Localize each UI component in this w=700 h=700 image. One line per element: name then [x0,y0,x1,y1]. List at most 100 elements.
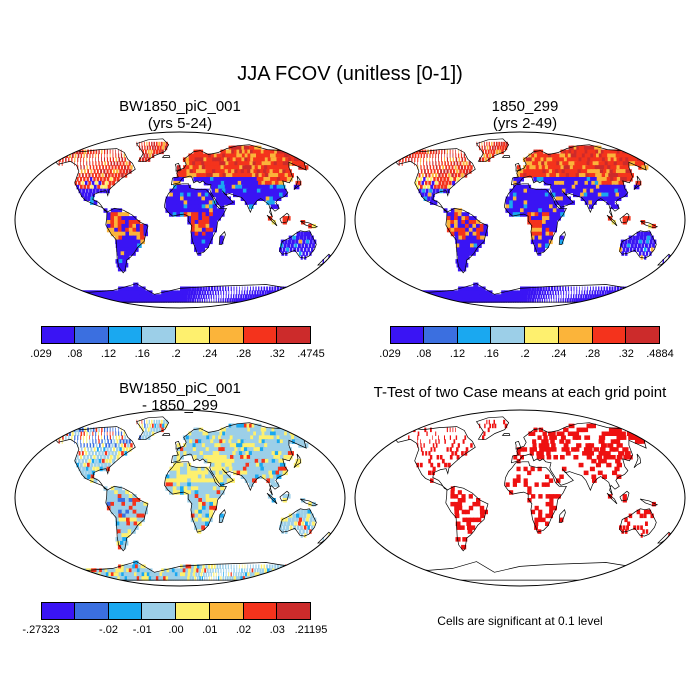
colorbar-swatch [176,602,210,620]
coastline-britain [514,440,522,450]
panel-title-top-right: 1850_299 (yrs 2-49) [400,98,650,132]
coastline-iceland [501,155,511,158]
colorbar-tick-label: .24 [202,348,218,360]
coastlines [54,138,333,303]
coastline-greenland [475,416,510,440]
map-panel-bottom-right [354,409,686,587]
coastline-greenland [135,138,170,162]
colorbar-tick-label: .32 [269,348,285,360]
coastline-britain [174,162,182,172]
coastline-antarctica [395,561,643,581]
panel-title-bottom-right: T-Test of two Case means at each grid po… [373,384,667,401]
coastline-greenland [475,138,510,162]
coastline-samerica [445,485,489,552]
colorbar-frame [41,326,311,344]
colorbar-swatch [592,326,627,344]
coastline-japan [293,175,302,190]
coastline-britain [514,162,522,172]
colorbar-tick-label: .21195 [294,624,328,636]
colorbar-swatch [108,602,143,620]
coastline-samerica [105,207,149,274]
map-border [14,409,346,587]
colorbar-tick-label: .4745 [297,348,325,360]
coastline-australia [619,508,657,537]
coastline-australia [279,230,317,259]
coastline-africa [504,461,567,533]
colorbar-tick-label: .03 [269,624,285,636]
colorbar-tick-label: .28 [235,348,252,360]
coastline-sumatra [266,214,278,227]
colorbar-swatch [390,326,424,344]
coastline-eurasia [510,422,653,496]
map-panel-top-right [354,131,686,309]
colorbar-swatch [491,326,525,344]
colorbar-tick-label: .16 [134,348,150,360]
colorbar-swatch [74,602,109,620]
map-panel-bottom-left [14,409,346,587]
coastline-madagascar [218,509,226,523]
coastline-borneo [279,212,290,224]
coastline-namerica [54,148,136,213]
colorbar-swatch [525,326,559,344]
coastline-japan [293,453,302,468]
coastline-madagascar [218,231,226,245]
colorbar-swatch [41,326,75,344]
panel-title-top-right-line1: 1850_299 [491,98,559,115]
panel-title-top-left-line1: BW1850_piC_001 [119,98,241,115]
coastline-borneo [619,212,630,224]
colorbar-swatch [457,326,492,344]
colorbar-swatch [209,602,244,620]
coastline-madagascar [558,231,566,245]
coastline-eurasia [170,422,313,496]
colorbar-swatch [423,326,458,344]
map-border [354,131,686,309]
coastline-borneo [619,490,630,502]
colorbar-frame [390,326,660,344]
colorbar-swatch [41,602,75,620]
colorbar-tick-label: .00 [168,624,184,636]
colorbar-tick-label: .02 [235,624,252,636]
colorbar-tick-label: .2 [520,348,530,360]
coastlines [54,416,333,581]
colorbar-tick-label: -.27323 [22,624,60,636]
coastline-eurasia [170,144,313,218]
colorbar-tick-label: .029 [379,348,401,360]
colorbar-swatch [558,326,593,344]
coastline-britain [174,440,182,450]
colorbar-tick-label: .16 [483,348,499,360]
colorbar-swatch [108,326,143,344]
colorbar-swatch [74,326,109,344]
coastline-japan [633,453,642,468]
coastline-africa [504,183,567,255]
significance-note: Cells are significant at 0.1 level [437,614,603,628]
panel-title-bottom-left: BW1850_piC_001 - 1850_299 [55,380,305,414]
coastline-australia [619,230,657,259]
coastline-samerica [445,207,489,274]
coastline-sumatra [606,492,618,505]
coastline-samerica [105,485,149,552]
colorbar-swatch [176,326,210,344]
coastline-japan [633,175,642,190]
panel-title-top-left: BW1850_piC_001 (yrs 5-24) [55,98,305,132]
coastline-newguinea [639,498,659,507]
colorbar-tick-label: .4884 [646,348,674,360]
colorbar-tick-label: .32 [618,348,634,360]
colorbar-tick-label: .28 [584,348,601,360]
colorbar-frame [41,602,311,620]
coastline-sumatra [606,214,618,227]
colorbar-swatch [209,326,244,344]
colorbar-tick-label: -.02 [99,624,118,636]
land-cells [56,141,330,303]
colorbar-tick-label: .24 [551,348,567,360]
coastline-namerica [394,426,476,491]
coastline-iceland [161,155,171,158]
map-border [14,131,346,309]
coastline-borneo [279,490,290,502]
coastline-iceland [501,433,511,436]
coastline-australia [279,508,317,537]
land-cells [400,419,670,550]
panel-title-top-left-line2: (yrs 5-24) [147,115,213,132]
colorbar-tick-label: .08 [67,348,83,360]
figure-title: JJA FCOV (unitless [0-1]) [237,63,463,85]
land-cells [56,419,330,581]
